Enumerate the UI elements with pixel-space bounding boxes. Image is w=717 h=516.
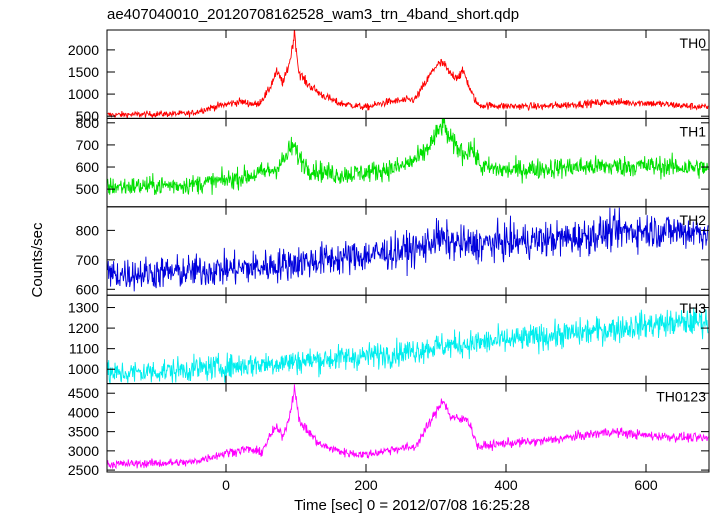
panel-th3: 1000 1100 1200 1300 TH3	[68, 294, 710, 385]
panel-th2: 600 700 800 TH2	[76, 206, 710, 297]
chart-title: ae407040010_20120708162528_wam3_trn_4ban…	[107, 6, 519, 23]
series-line-th2	[107, 207, 709, 292]
y-tick-label: 700	[76, 252, 100, 268]
y-tick-label: 1500	[68, 64, 99, 80]
y-tick-label: 600	[76, 159, 100, 175]
panel-label: TH0123	[656, 389, 706, 405]
x-tick-label: 0	[222, 477, 230, 493]
y-tick-label: 1200	[68, 320, 99, 336]
panel-th0123: 2500 3000 3500 4000 4500 TH0123	[68, 383, 710, 478]
y-tick-label: 500	[76, 108, 100, 124]
y-tick-label: 1000	[68, 86, 99, 102]
panel-th1: 500 600 700 800 TH1	[76, 115, 710, 208]
panel-frame	[106, 29, 710, 119]
panel-label: TH3	[680, 300, 707, 316]
panel-frame	[106, 383, 710, 473]
y-tick-label: 1000	[68, 361, 99, 377]
y-tick-label: 1300	[68, 300, 99, 316]
y-tick-label: 1100	[69, 341, 99, 357]
y-tick-label: 4500	[68, 385, 99, 401]
series-line-th0	[107, 30, 709, 119]
series-line-th0123	[107, 384, 709, 470]
y-tick-label: 700	[76, 137, 100, 153]
series-line-th1	[107, 118, 709, 196]
series-line-th3	[107, 307, 709, 384]
y-tick-label: 2000	[68, 42, 99, 58]
y-axis-label: Counts/sec	[29, 222, 46, 298]
y-tick-label: 600	[76, 281, 100, 297]
y-tick-label: 800	[76, 115, 100, 131]
panel-label: TH0	[680, 35, 707, 51]
y-tick-label: 4000	[68, 404, 99, 420]
y-tick-label: 500	[76, 181, 100, 197]
y-tick-label: 800	[76, 222, 100, 238]
x-tick-label: 600	[634, 477, 658, 493]
x-axis-label: Time [sec] 0 = 2012/07/08 16:25:28	[294, 497, 530, 514]
y-tick-label: 3000	[68, 443, 99, 459]
y-tick-label: 2500	[68, 462, 99, 478]
panel-label: TH1	[680, 123, 707, 139]
y-tick-label: 3500	[68, 424, 99, 440]
x-tick-label: 200	[354, 477, 378, 493]
panel-th0: 500 1000 1500 2000 TH0	[68, 29, 710, 124]
x-tick-label: 400	[494, 477, 518, 493]
panel-label: TH2	[680, 212, 707, 228]
